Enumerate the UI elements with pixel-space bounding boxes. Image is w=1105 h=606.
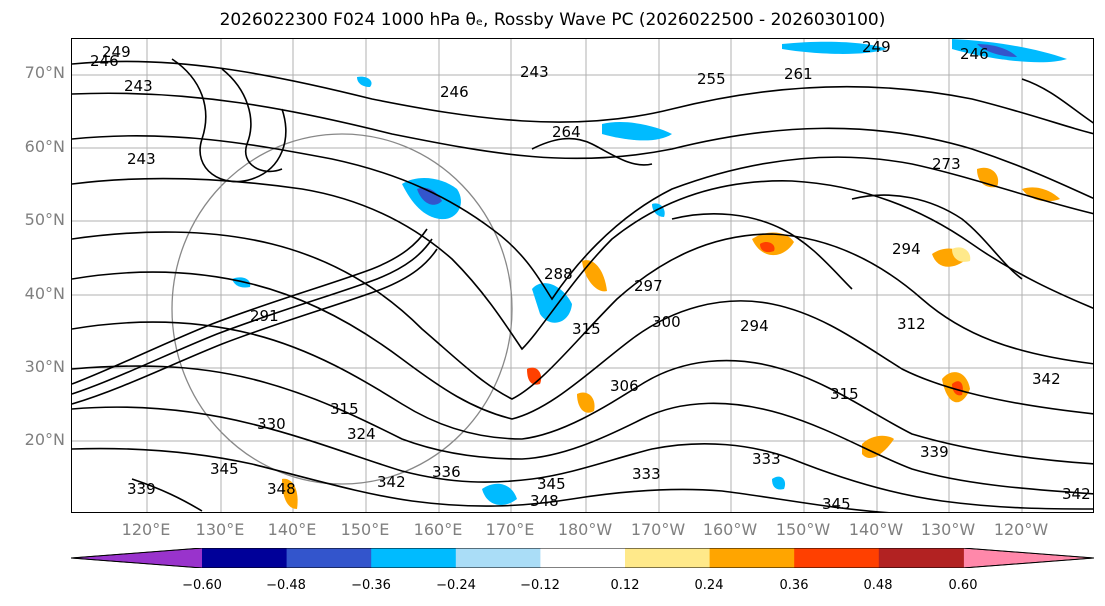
colorbar-segment xyxy=(709,548,795,568)
contour-label: 339 xyxy=(127,480,156,498)
lon-label-180w: 180°W xyxy=(557,520,613,539)
lon-label-170w: 170°W xyxy=(630,520,686,539)
contour-label: 273 xyxy=(932,155,961,173)
colorbar-segment xyxy=(202,548,288,568)
positive-anomaly-shading xyxy=(282,167,1060,509)
contour-label: 345 xyxy=(210,460,239,478)
contour-label: 294 xyxy=(892,240,921,258)
lon-label-120w: 120°W xyxy=(993,520,1049,539)
lat-label-50n: 50°N xyxy=(24,210,65,229)
negative-anomaly-shading xyxy=(232,39,1067,505)
lat-label-60n: 60°N xyxy=(24,137,65,156)
colorbar-tick-label: −0.36 xyxy=(351,578,391,593)
contour-labels: 249 246 243 246 243 255 261 264 249 246 … xyxy=(90,39,1091,513)
contour-label: 348 xyxy=(267,480,296,498)
contour-label: 264 xyxy=(552,123,581,141)
contour-label: 315 xyxy=(572,320,601,338)
colorbar-segment xyxy=(625,548,711,568)
colorbar-tick-label: 0.24 xyxy=(694,578,724,593)
contour-label: 246 xyxy=(960,45,989,63)
map-canvas: 249 246 243 246 243 255 261 264 249 246 … xyxy=(72,39,1093,513)
colorbar xyxy=(71,548,1094,568)
contour-label: 312 xyxy=(897,315,926,333)
colorbar-tick-label: 0.48 xyxy=(863,578,893,593)
contour-label: 333 xyxy=(632,465,661,483)
contour-label: 345 xyxy=(537,475,566,493)
theta-e-contours xyxy=(72,58,1093,512)
lon-label-140e: 140°E xyxy=(267,520,317,539)
lon-label-170e: 170°E xyxy=(485,520,535,539)
colorbar-segments xyxy=(71,548,1094,568)
lon-label-130w: 130°W xyxy=(920,520,976,539)
map-plot-area: 249 246 243 246 243 255 261 264 249 246 … xyxy=(71,38,1094,513)
contour-label: 333 xyxy=(752,450,781,468)
contour-label: 246 xyxy=(440,83,469,101)
lon-label-140w: 140°W xyxy=(848,520,904,539)
lat-label-20n: 20°N xyxy=(24,430,65,449)
colorbar-tick-label: −0.12 xyxy=(520,578,560,593)
colorbar-segment xyxy=(371,548,457,568)
colorbar-segment xyxy=(961,548,1094,568)
contour-label: 348 xyxy=(530,492,559,510)
lon-label-130e: 130°E xyxy=(195,520,245,539)
contour-label: 342 xyxy=(377,473,406,491)
contour-label: 345 xyxy=(822,495,851,513)
lat-label-70n: 70°N xyxy=(24,63,65,82)
lon-label-120e: 120°E xyxy=(121,520,171,539)
colorbar-segment xyxy=(455,548,541,568)
lat-label-40n: 40°N xyxy=(24,284,65,303)
contour-label: 294 xyxy=(740,317,769,335)
contour-label: 315 xyxy=(330,400,359,418)
contour-label: 246 xyxy=(90,52,119,70)
colorbar-tick-label: 0.12 xyxy=(610,578,640,593)
contour-label: 243 xyxy=(124,77,153,95)
contour-label: 243 xyxy=(127,150,156,168)
contour-label: 261 xyxy=(784,65,813,83)
contour-label: 255 xyxy=(697,70,726,88)
lon-label-160e: 160°E xyxy=(413,520,463,539)
contour-label: 243 xyxy=(520,63,549,81)
reference-circle xyxy=(171,133,513,485)
contour-label: 288 xyxy=(544,265,573,283)
contour-label: 300 xyxy=(652,313,681,331)
lat-label-30n: 30°N xyxy=(24,357,65,376)
contour-label: 249 xyxy=(102,43,131,61)
lat-lon-gridlines xyxy=(72,39,1093,512)
contour-label: 324 xyxy=(347,425,376,443)
colorbar-tick-label: 0.36 xyxy=(779,578,809,593)
contour-label: 291 xyxy=(250,307,279,325)
map-title: 2026022300 F024 1000 hPa θₑ, Rossby Wave… xyxy=(219,10,886,30)
lon-label-160w: 160°W xyxy=(702,520,758,539)
colorbar-segment xyxy=(794,548,880,568)
contour-label: 339 xyxy=(920,443,949,461)
contour-label: 342 xyxy=(1032,370,1061,388)
contour-label: 342 xyxy=(1062,485,1091,503)
contour-label: 315 xyxy=(830,385,859,403)
colorbar-tick-label: −0.24 xyxy=(436,578,476,593)
colorbar-segment xyxy=(286,548,372,568)
lon-label-150e: 150°E xyxy=(340,520,390,539)
colorbar-tick-label: −0.48 xyxy=(266,578,306,593)
contour-label: 249 xyxy=(862,39,891,56)
colorbar-segment xyxy=(71,548,204,568)
contour-label: 330 xyxy=(257,415,286,433)
contour-label: 306 xyxy=(610,377,639,395)
colorbar-segment xyxy=(540,548,626,568)
lon-label-150w: 150°W xyxy=(775,520,831,539)
colorbar-tick-label: −0.60 xyxy=(182,578,222,593)
colorbar-segment xyxy=(878,548,964,568)
contour-label: 297 xyxy=(634,277,663,295)
colorbar-tick-label: 0.60 xyxy=(948,578,978,593)
contour-label: 336 xyxy=(432,463,461,481)
